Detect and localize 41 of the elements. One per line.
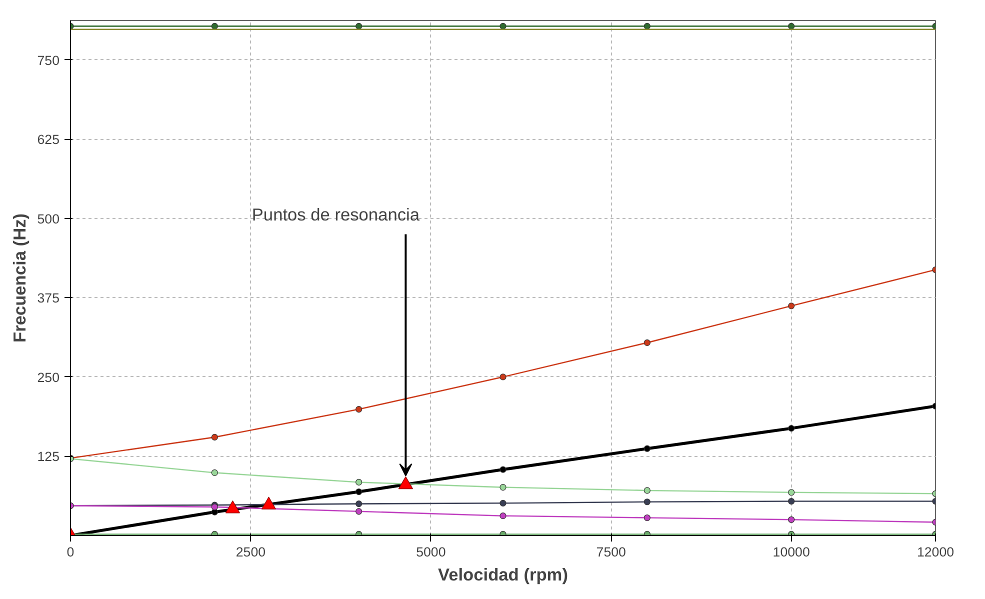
point <box>644 514 650 522</box>
y-tick-label: 250 <box>37 370 60 385</box>
x-tick-label: 0 <box>66 544 74 560</box>
y-tick-label: 125 <box>37 449 60 464</box>
point <box>211 22 218 30</box>
y-axis-title: Frecuencia (Hz) <box>9 213 30 343</box>
point <box>356 508 362 515</box>
point <box>356 478 362 486</box>
point <box>644 22 650 30</box>
point <box>788 489 795 496</box>
x-axis-title: Velocidad (rpm) <box>438 564 568 584</box>
point <box>500 512 506 520</box>
x-tick-label: 12000 <box>916 544 954 560</box>
y-tick-label: 625 <box>37 132 60 148</box>
point <box>788 425 795 432</box>
point <box>211 434 218 440</box>
point <box>356 22 362 30</box>
point <box>500 500 506 506</box>
x-tick-label: 5000 <box>416 544 446 560</box>
y-tick-label: 750 <box>37 52 60 68</box>
point <box>356 488 362 496</box>
point <box>788 302 795 310</box>
y-tick-label: 500 <box>37 211 60 226</box>
point <box>644 498 650 506</box>
point <box>356 500 362 508</box>
point <box>211 469 218 476</box>
point <box>356 406 362 413</box>
x-tick-label: 10000 <box>772 544 810 560</box>
point <box>788 22 795 30</box>
point <box>788 516 795 523</box>
point <box>500 466 506 473</box>
point <box>644 487 650 494</box>
annotation: Puntos de resonancia <box>252 204 420 225</box>
point <box>644 445 650 452</box>
point <box>500 484 506 491</box>
point <box>788 498 795 505</box>
y-tick-label: 375 <box>37 290 60 306</box>
x-tick-label: 7500 <box>596 544 626 560</box>
x-tick-label: 2500 <box>236 544 266 560</box>
point <box>644 339 650 346</box>
point <box>500 374 506 380</box>
